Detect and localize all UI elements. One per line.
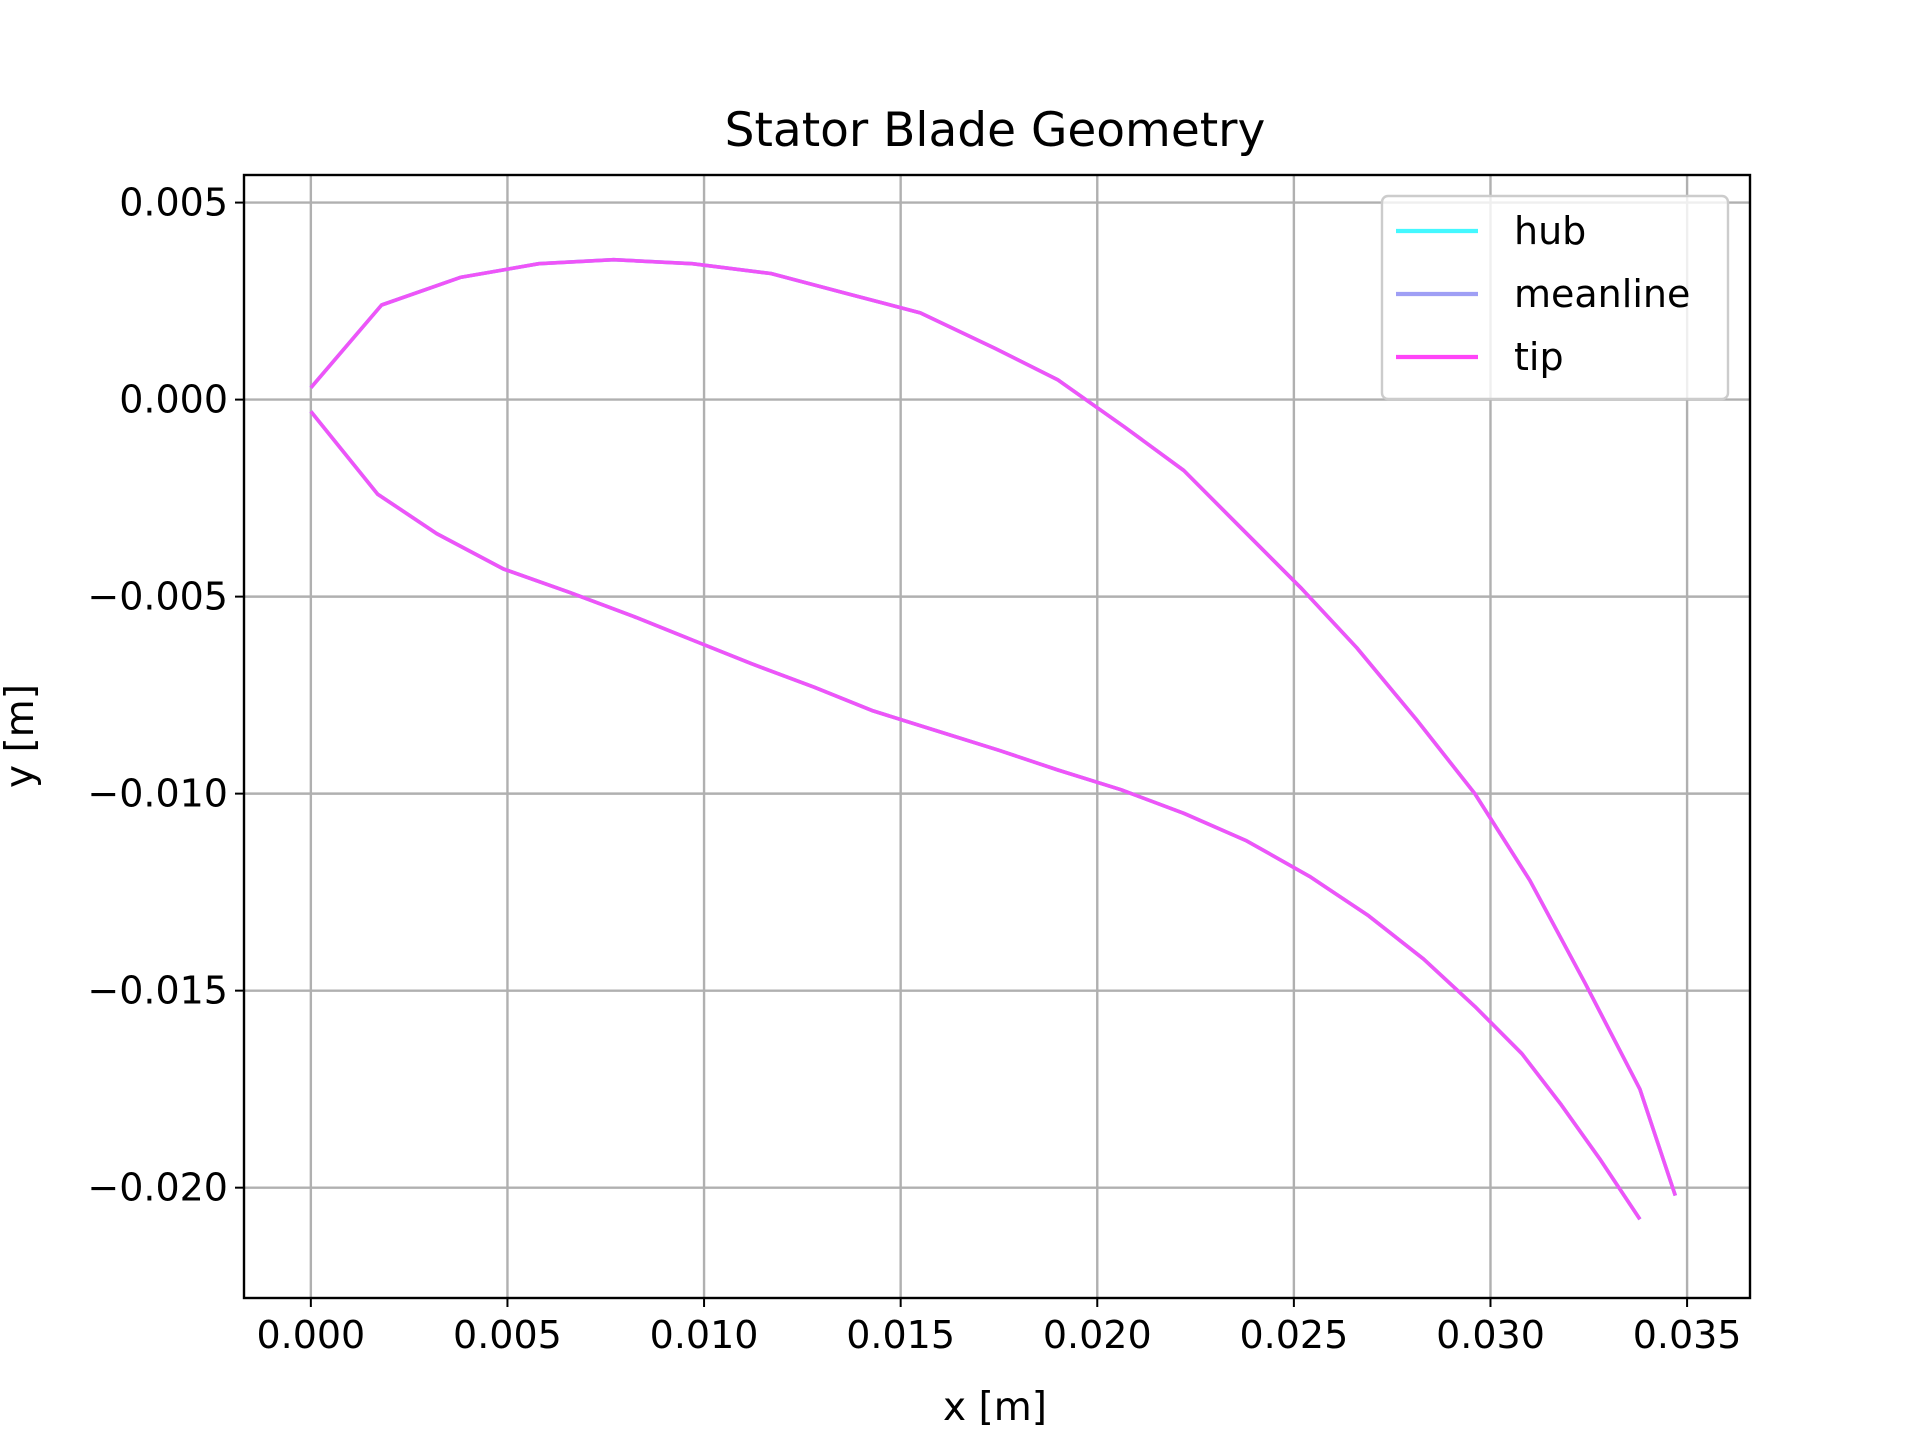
y-tick-label: 0.005 [119,181,228,225]
legend: hub meanline tip [1380,194,1730,401]
x-tick-label: 0.000 [256,1313,365,1357]
chart-title: Stator Blade Geometry [725,103,1266,158]
x-tick-label: 0.025 [1239,1313,1348,1357]
plot-frame [242,173,1752,1300]
legend-label-tip: tip [1514,335,1564,379]
tip-pressure-side-line [309,410,1642,1221]
x-axis-ticks: 0.000 0.005 0.010 0.015 0.020 0.025 0.030 0.035 [256,1298,1741,1357]
legend-label-hub: hub [1514,209,1586,253]
x-tick-label: 0.020 [1043,1313,1152,1357]
y-tick-label: −0.020 [87,1166,228,1210]
x-tick-label: 0.005 [453,1313,562,1357]
x-tick-label: 0.015 [846,1313,955,1357]
y-axis-label: y [m] [0,684,43,788]
y-tick-label: −0.005 [87,575,228,619]
y-tick-label: 0.000 [119,378,228,422]
x-axis-label: x [m] [943,1385,1047,1430]
x-tick-label: 0.030 [1436,1313,1545,1357]
x-tick-label: 0.010 [650,1313,759,1357]
y-tick-label: −0.010 [87,772,228,816]
tip-suction-side-line [309,257,1678,1197]
y-tick-label: −0.015 [87,969,228,1013]
y-axis-ticks: 0.005 0.000 −0.005 −0.010 −0.015 −0.020 [87,181,244,1210]
x-tick-label: 0.035 [1633,1313,1742,1357]
legend-items: hub meanline tip [1396,209,1690,379]
legend-label-meanline: meanline [1514,272,1690,316]
legend-box [1380,194,1730,401]
series-lines [309,257,1678,1221]
